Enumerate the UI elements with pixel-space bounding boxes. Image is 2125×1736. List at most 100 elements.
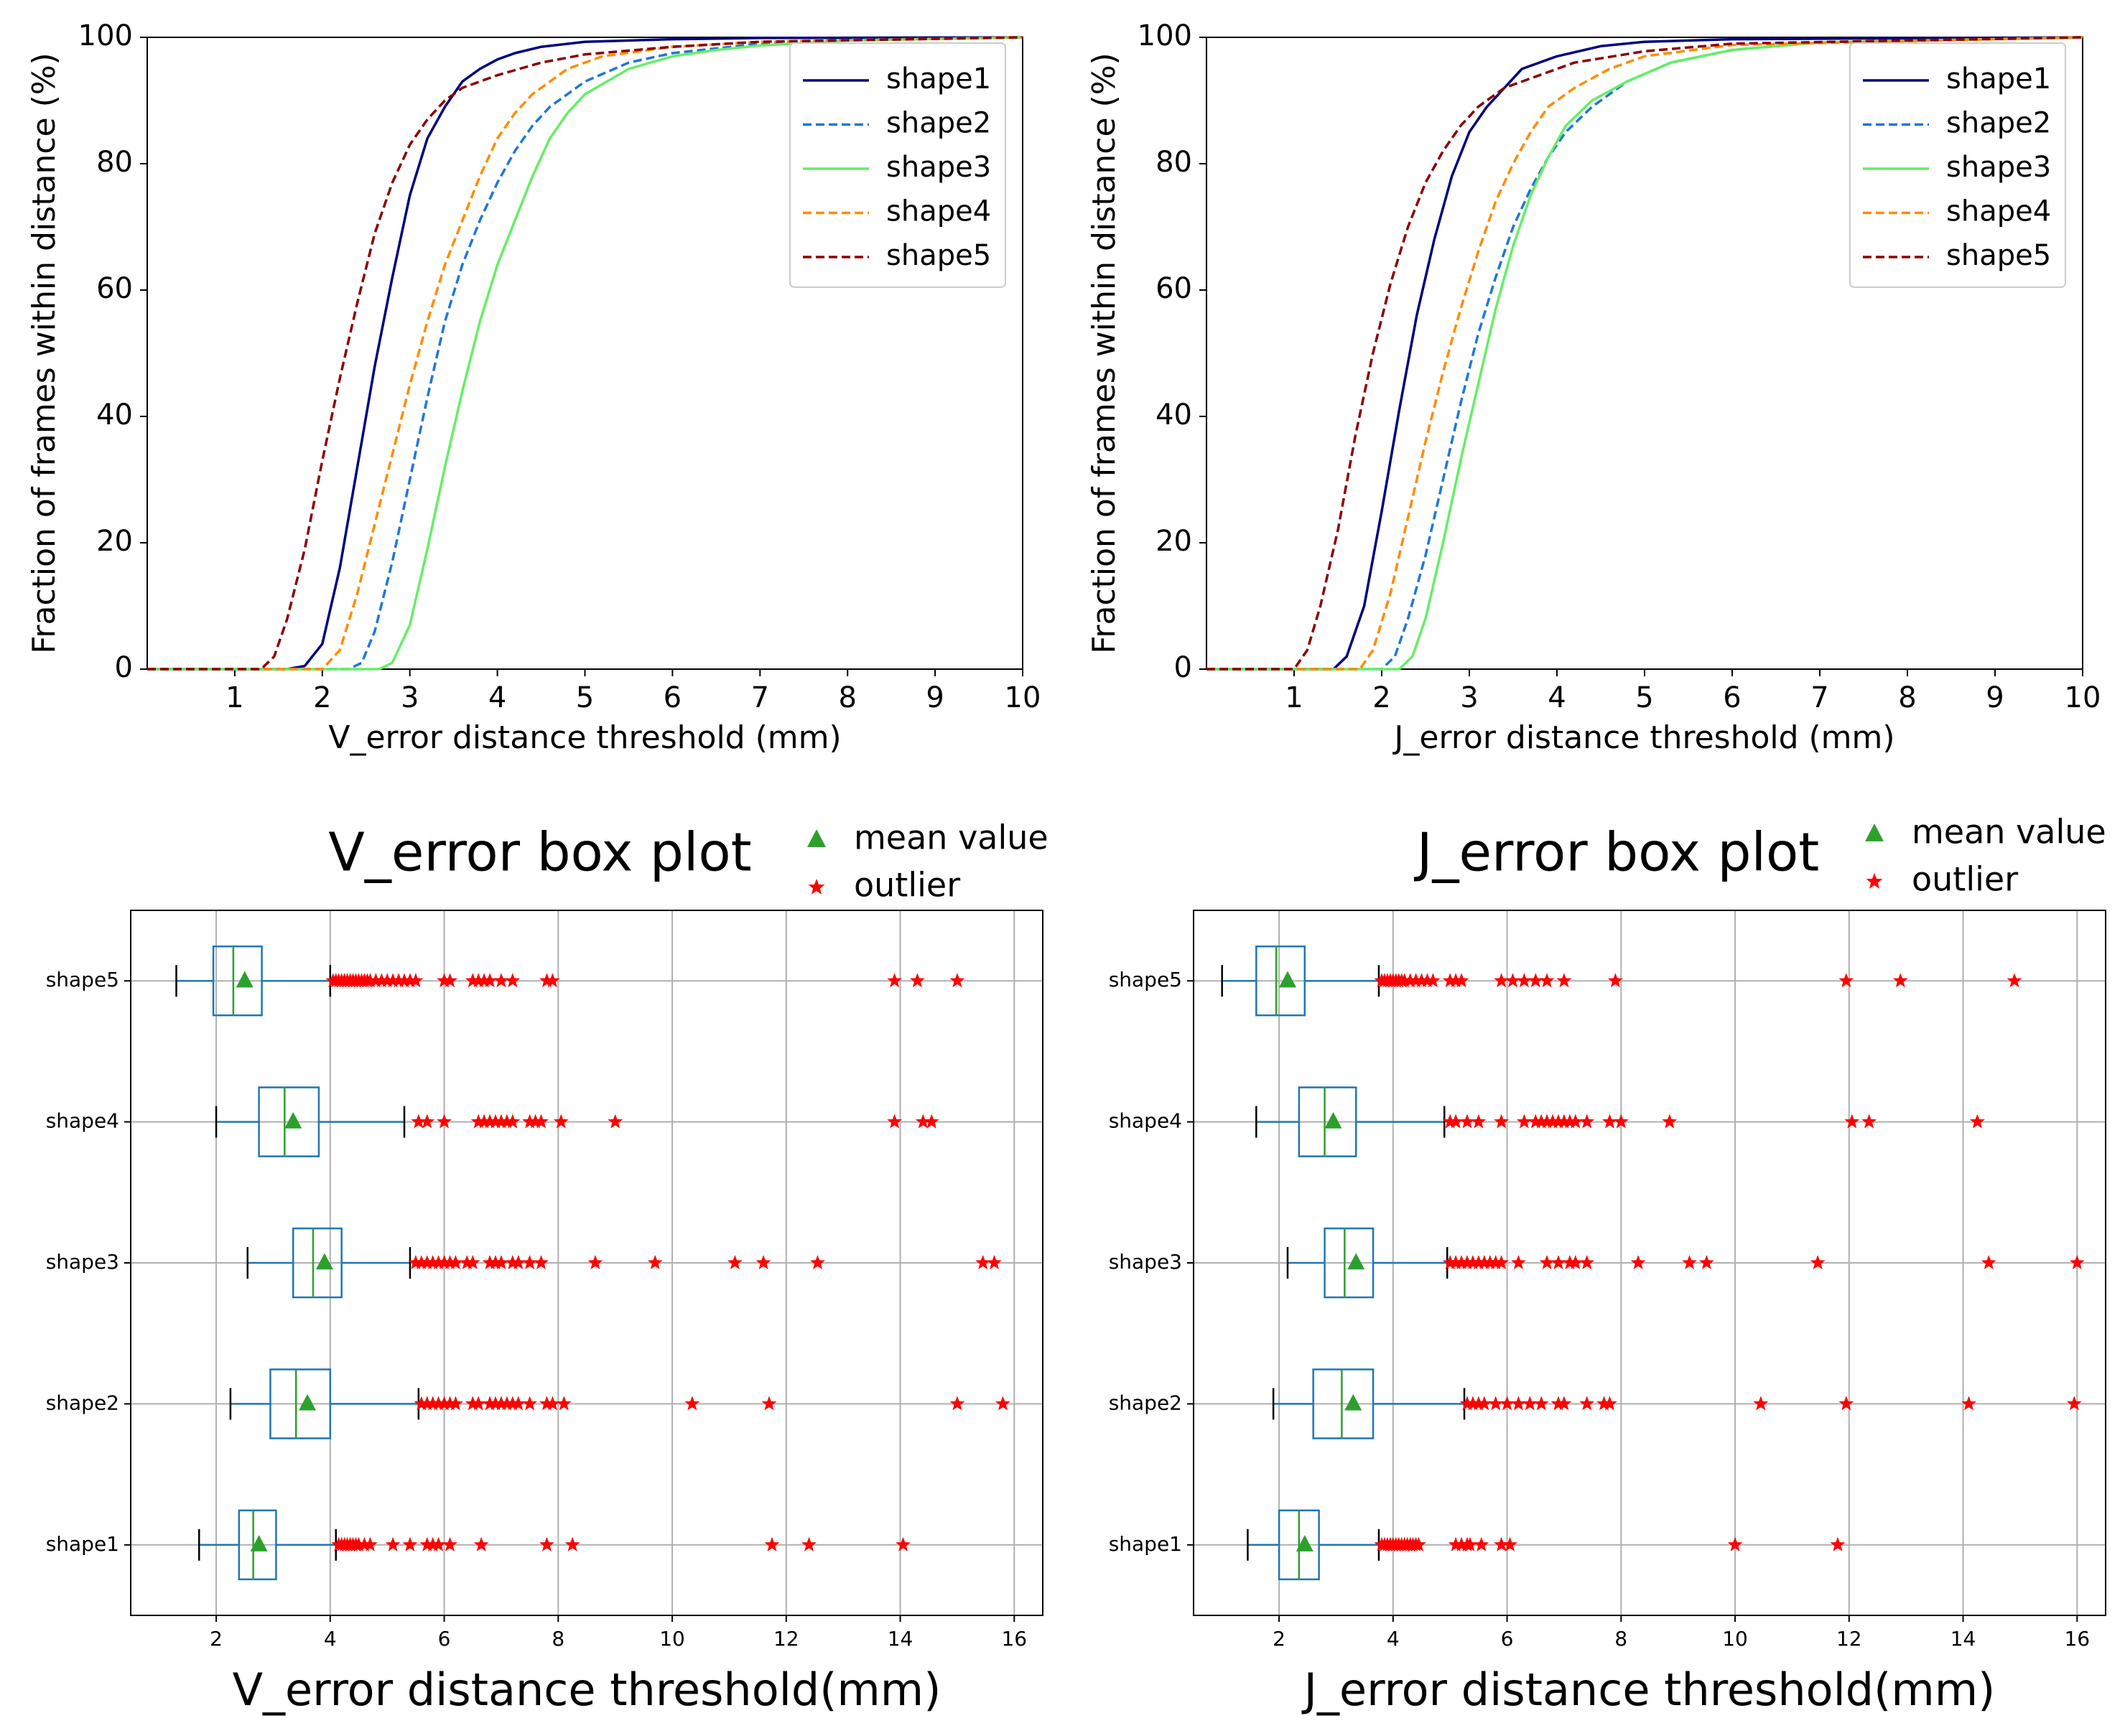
- x-tick-label: 3: [401, 681, 419, 714]
- outlier-marker: [1494, 1536, 1510, 1551]
- outlier-marker: [1568, 1255, 1584, 1269]
- outlier-marker: [1448, 1255, 1464, 1269]
- outlier-marker: [1838, 1396, 1854, 1411]
- legend-label-shape1: shape1: [886, 62, 991, 95]
- outlier-marker: [1539, 973, 1555, 988]
- outlier-marker: [1471, 1396, 1487, 1411]
- outlier-marker: [755, 1255, 771, 1269]
- outlier-marker: [1471, 1255, 1487, 1269]
- x-tick-label: 2: [1273, 1627, 1285, 1651]
- outlier-marker: [995, 1396, 1010, 1411]
- y-tick-label: shape1: [46, 1532, 119, 1556]
- outlier-marker: [539, 1396, 554, 1411]
- outlier-marker: [539, 973, 554, 988]
- x-axis-label: V_error distance threshold(mm): [233, 1663, 941, 1716]
- outlier-marker: [1607, 973, 1623, 988]
- outlier-marker: [465, 1396, 480, 1411]
- x-tick-label: 10: [1005, 681, 1041, 714]
- x-tick-label: 6: [664, 681, 682, 714]
- box-shape1: [198, 1509, 911, 1581]
- outlier-marker: [511, 1255, 526, 1269]
- outlier-marker: [465, 1255, 480, 1269]
- x-tick-label: 6: [1501, 1627, 1514, 1651]
- outlier-marker: [909, 973, 925, 988]
- plot-frame: [130, 910, 1043, 1616]
- x-tick-label: 9: [926, 681, 944, 714]
- outlier-marker: [1602, 1396, 1617, 1411]
- outlier-marker: [351, 1536, 366, 1551]
- outlier-marker: [801, 1536, 817, 1551]
- outlier-marker: [1482, 1255, 1498, 1269]
- outlier-marker: [1516, 1114, 1532, 1129]
- y-tick-label: shape5: [46, 968, 119, 991]
- outlier-marker: [1861, 1114, 1877, 1129]
- x-tick-label: 12: [1836, 1627, 1862, 1651]
- y-tick-label: 100: [1138, 19, 1192, 52]
- outlier-marker: [505, 1396, 521, 1411]
- outlier-marker: [437, 1396, 452, 1411]
- legend-label-shape5: shape5: [886, 239, 991, 272]
- outlier-marker: [448, 1255, 463, 1269]
- outlier-marker: [587, 1255, 603, 1269]
- legend-label-outlier: outlier: [1912, 860, 2018, 899]
- outlier-marker: [1442, 1114, 1458, 1129]
- outlier-marker: [1516, 973, 1532, 988]
- series-line-shape1: [147, 36, 1023, 671]
- x-tick-label: 6: [438, 1627, 451, 1651]
- outlier-marker: [414, 1255, 429, 1269]
- y-tick-label: 80: [96, 146, 133, 179]
- legend-label-mean: mean value: [1912, 813, 2106, 851]
- outlier-marker: [1488, 1255, 1504, 1269]
- x-tick-label: 14: [888, 1627, 913, 1651]
- outlier-marker: [488, 1255, 503, 1269]
- outlier-marker: [1662, 1114, 1678, 1129]
- x-axis-label: J_error distance threshold (mm): [1392, 719, 1894, 756]
- x-tick-label: 16: [1001, 1627, 1027, 1651]
- iqr-box: [1324, 1227, 1375, 1299]
- outlier-marker: [493, 973, 509, 988]
- series-line-shape2: [1206, 36, 2083, 671]
- outlier-marker: [442, 973, 457, 988]
- x-tick-label: 6: [1723, 681, 1741, 714]
- outlier-marker: [2066, 1396, 2082, 1411]
- outlier-marker: [1511, 1396, 1526, 1411]
- outlier-marker: [1459, 1396, 1475, 1411]
- outlier-marker: [425, 1255, 441, 1269]
- outlier-marker: [1502, 1536, 1517, 1551]
- outlier-marker: [465, 973, 480, 988]
- outlier-marker: [414, 1396, 429, 1411]
- outlier-marker: [1494, 1114, 1510, 1129]
- outlier-marker: [1494, 1255, 1510, 1269]
- series-line-shape5: [1206, 36, 2083, 671]
- x-axis-label: J_error distance threshold(mm): [1301, 1663, 1996, 1716]
- outlier-marker: [482, 1255, 498, 1269]
- x-tick-label: 4: [1548, 681, 1566, 714]
- outlier-marker: [391, 973, 406, 988]
- outlier-marker: [1533, 1114, 1549, 1129]
- outlier-marker: [425, 1536, 441, 1551]
- outlier-marker: [1602, 1114, 1617, 1129]
- x-tick-label: 4: [1387, 1627, 1400, 1651]
- outlier-marker: [1397, 973, 1413, 988]
- outlier-marker: [488, 1396, 503, 1411]
- y-tick-label: 60: [1156, 272, 1192, 305]
- legend-box: [1849, 42, 2066, 288]
- outlier-marker: [1830, 1536, 1846, 1551]
- outlier-marker: [1494, 973, 1510, 988]
- outlier-marker: [1465, 1396, 1481, 1411]
- y-tick-label: 60: [96, 272, 133, 305]
- outlier-marker: [1568, 1114, 1584, 1129]
- x-tick-label: 3: [1460, 681, 1478, 714]
- iqr-box: [238, 1509, 277, 1581]
- outlier-marker: [476, 1114, 492, 1129]
- outlier-marker: [522, 1396, 538, 1411]
- outlier-marker: [564, 1536, 580, 1551]
- outlier-marker: [482, 973, 498, 988]
- outlier-marker: [431, 1536, 447, 1551]
- outlier-marker: [1613, 1114, 1629, 1129]
- legend-outlier-marker: [1866, 873, 1883, 889]
- outlier-marker: [684, 1396, 700, 1411]
- outlier-marker: [1499, 1396, 1515, 1411]
- outlier-marker: [419, 1396, 435, 1411]
